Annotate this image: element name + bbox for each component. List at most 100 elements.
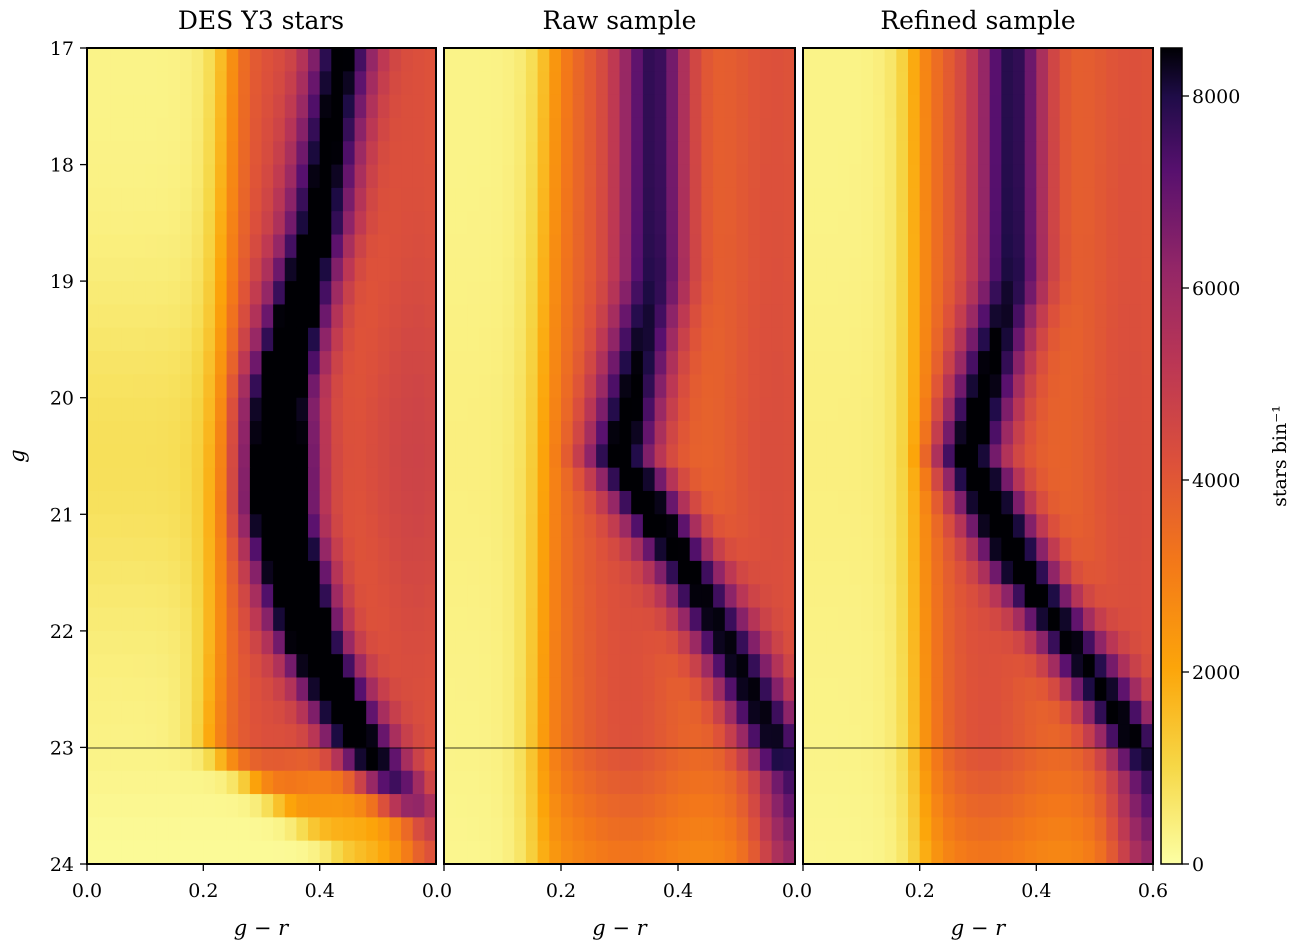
heatmap-cell: [366, 724, 379, 749]
heatmap-cell: [783, 770, 796, 795]
heatmap-cell: [1083, 374, 1096, 399]
heatmap-cell: [954, 351, 967, 375]
heatmap-cell: [133, 304, 146, 329]
heatmap-cell: [873, 490, 886, 515]
heatmap-cell: [826, 467, 839, 492]
heatmap-cell: [203, 654, 216, 679]
heatmap-cell: [931, 234, 944, 259]
heatmap-cell: [561, 117, 574, 142]
heatmap-cell: [689, 304, 702, 329]
heatmap-cell: [607, 444, 621, 469]
heatmap-cell: [689, 607, 702, 632]
heatmap-cell: [444, 514, 457, 539]
heatmap-cell: [214, 397, 228, 422]
heatmap-cell: [168, 607, 181, 632]
heatmap-cell: [736, 397, 749, 422]
heatmap-cell: [826, 94, 839, 119]
heatmap-cell: [366, 421, 379, 445]
heatmap-cell: [713, 94, 726, 119]
heatmap-cell: [110, 467, 123, 492]
heatmap-cell: [724, 351, 738, 375]
heatmap-cell: [849, 374, 862, 399]
heatmap-cell: [342, 71, 356, 96]
heatmap-cell: [1094, 817, 1107, 842]
heatmap-cell: [412, 397, 425, 422]
heatmap-cell: [502, 514, 515, 539]
heatmap-cell: [1024, 164, 1037, 189]
heatmap-cell: [342, 421, 356, 445]
heatmap-cell: [273, 654, 286, 679]
heatmap-cell: [748, 677, 761, 702]
heatmap-cell: [308, 817, 321, 842]
heatmap-cell: [203, 281, 216, 306]
heatmap-cell: [561, 490, 574, 515]
heatmap-cell: [180, 840, 193, 865]
heatmap-cell: [908, 840, 921, 865]
heatmap-cell: [1013, 211, 1026, 236]
heatmap-cell: [401, 724, 414, 749]
heatmap-cell: [502, 187, 515, 212]
heatmap-cell: [549, 304, 562, 329]
heatmap-cell: [1013, 94, 1026, 119]
heatmap-cell: [748, 94, 761, 119]
heatmap-cell: [896, 327, 909, 352]
heatmap-cell: [931, 94, 944, 119]
heatmap-cell: [191, 747, 204, 772]
heatmap-cell: [156, 677, 170, 702]
heatmap-cell: [736, 187, 749, 212]
heatmap-cell: [1106, 747, 1119, 772]
heatmap-cell: [814, 327, 827, 352]
heatmap-cell: [884, 94, 897, 119]
heatmap-cell: [838, 444, 851, 469]
heatmap-cell: [424, 187, 437, 212]
heatmap-cell: [838, 397, 851, 422]
heatmap-cell: [525, 490, 539, 515]
heatmap-cell: [596, 724, 609, 749]
heatmap-cell: [1106, 304, 1119, 329]
heatmap-cell: [666, 467, 679, 492]
heatmap-cell: [1013, 770, 1026, 795]
heatmap-cell: [943, 770, 956, 795]
heatmap-cell: [724, 514, 738, 539]
heatmap-cell: [1141, 257, 1154, 282]
y-tick-label: 22: [50, 621, 74, 643]
heatmap-cell: [838, 211, 851, 236]
heatmap-cell: [908, 467, 921, 492]
heatmap-cell: [1083, 467, 1096, 492]
heatmap-cell: [759, 770, 773, 795]
heatmap-cell: [666, 374, 679, 399]
heatmap-cell: [261, 211, 274, 236]
heatmap-cell: [203, 817, 216, 842]
heatmap-cell: [389, 327, 402, 352]
heatmap-cell: [331, 211, 344, 236]
heatmap-cell: [642, 770, 656, 795]
heatmap-cell: [631, 141, 644, 166]
heatmap-cell: [168, 817, 181, 842]
heatmap-cell: [943, 467, 956, 492]
heatmap-cell: [884, 141, 897, 166]
heatmap-cell: [814, 817, 827, 842]
heatmap-cell: [1013, 117, 1026, 142]
heatmap-cell: [156, 770, 170, 795]
heatmap-cell: [978, 794, 991, 818]
heatmap-cell: [873, 584, 886, 609]
heatmap-cell: [1013, 654, 1026, 679]
heatmap-cell: [724, 654, 738, 679]
heatmap-cell: [678, 584, 691, 609]
heatmap-cell: [444, 817, 457, 842]
heatmap-cell: [401, 537, 414, 562]
heatmap-cell: [467, 607, 480, 632]
heatmap-cell: [919, 514, 932, 539]
heatmap-cell: [1083, 724, 1096, 749]
heatmap-cell: [666, 304, 679, 329]
heatmap-cell: [572, 117, 585, 142]
heatmap-cell: [814, 48, 827, 72]
heatmap-cell: [607, 467, 621, 492]
heatmap-cell: [296, 677, 309, 702]
heatmap-cell: [1036, 584, 1049, 609]
heatmap-cell: [354, 71, 367, 96]
heatmap-cell: [273, 630, 286, 655]
heatmap-cell: [1059, 794, 1072, 818]
heatmap-cell: [771, 747, 784, 772]
heatmap-cell: [455, 211, 468, 236]
